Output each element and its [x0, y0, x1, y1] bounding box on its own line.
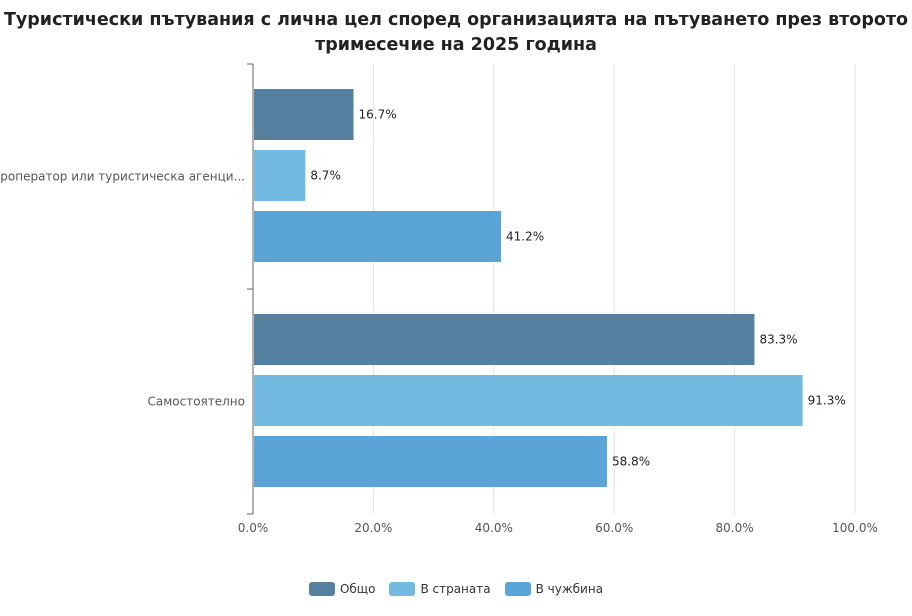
- x-tick-label: 100.0%: [832, 521, 878, 535]
- chart-title: Туристически пътувания с лична цел споре…: [3, 10, 909, 55]
- x-tick-label: 20.0%: [354, 521, 392, 535]
- data-label: 58.8%: [612, 455, 650, 469]
- bars: [254, 89, 803, 487]
- x-tick-label: 80.0%: [716, 521, 754, 535]
- legend-label-domestic: В страната: [420, 582, 491, 596]
- data-label: 91.3%: [808, 394, 846, 408]
- bar: [254, 89, 354, 140]
- legend-label-total: Общо: [339, 582, 376, 596]
- labels: 0.0% 20.0% 40.0% 60.0% 80.0% 100.0% Туроперато…: [0, 108, 878, 536]
- legend-swatch-domestic: [389, 582, 416, 596]
- legend-item-domestic[interactable]: В страната: [389, 582, 491, 596]
- category-label: Самостоятелно: [147, 395, 245, 409]
- data-label: 16.7%: [359, 108, 397, 122]
- legend-label-abroad: В чужбина: [535, 582, 604, 596]
- bar: [254, 211, 502, 262]
- legend-swatch-abroad: [504, 582, 531, 596]
- legend-item-abroad[interactable]: В чужбина: [504, 582, 604, 596]
- x-tick-label: 60.0%: [595, 521, 633, 535]
- bar: [254, 436, 607, 487]
- axes: [247, 63, 254, 515]
- bar: [254, 375, 803, 426]
- data-label: 41.2%: [506, 230, 544, 244]
- bar: [254, 150, 306, 201]
- legend: Общо В страната В чужбина: [0, 582, 912, 596]
- data-label: 83.3%: [759, 333, 797, 347]
- legend-item-total[interactable]: Общо: [308, 582, 376, 596]
- x-tick-label: 0.0%: [238, 521, 269, 535]
- data-label: 8.7%: [310, 169, 341, 183]
- legend-swatch-total: [308, 582, 335, 596]
- bar: [254, 314, 755, 365]
- x-tick-label: 40.0%: [475, 521, 513, 535]
- category-label: Туроператор или туристическа агенци...: [0, 170, 245, 184]
